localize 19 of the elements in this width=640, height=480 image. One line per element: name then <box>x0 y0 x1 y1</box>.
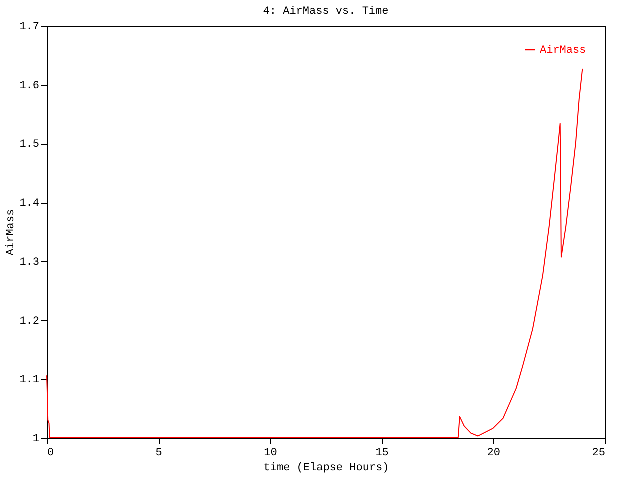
x-tick-label: 15 <box>376 448 389 460</box>
x-tick-label: 10 <box>264 448 278 460</box>
y-tick-label: 1.4 <box>20 198 40 210</box>
y-tick-label: 1.3 <box>20 256 40 269</box>
y-tick-label: 1 <box>32 434 40 446</box>
y-tick-label: 1.2 <box>20 316 40 328</box>
x-tick-label: 20 <box>487 448 500 460</box>
y-tick-label: 1.7 <box>20 22 40 34</box>
y-tick-label: 1.6 <box>20 80 40 92</box>
y-tick-label: 1.1 <box>20 374 40 387</box>
x-tick-label: 25 <box>592 448 606 460</box>
line-series <box>46 68 584 438</box>
y-tick-label: 1.5 <box>20 139 40 152</box>
x-tick-label: 5 <box>156 448 162 460</box>
y-axis-title: AirMass <box>6 209 18 256</box>
chart-title: 4: AirMass vs. Time <box>263 6 389 18</box>
legend-label: AirMass <box>540 45 586 57</box>
x-tick-label: 0 <box>48 448 54 460</box>
x-axis-title: time (Elapse Hours) <box>264 462 390 474</box>
